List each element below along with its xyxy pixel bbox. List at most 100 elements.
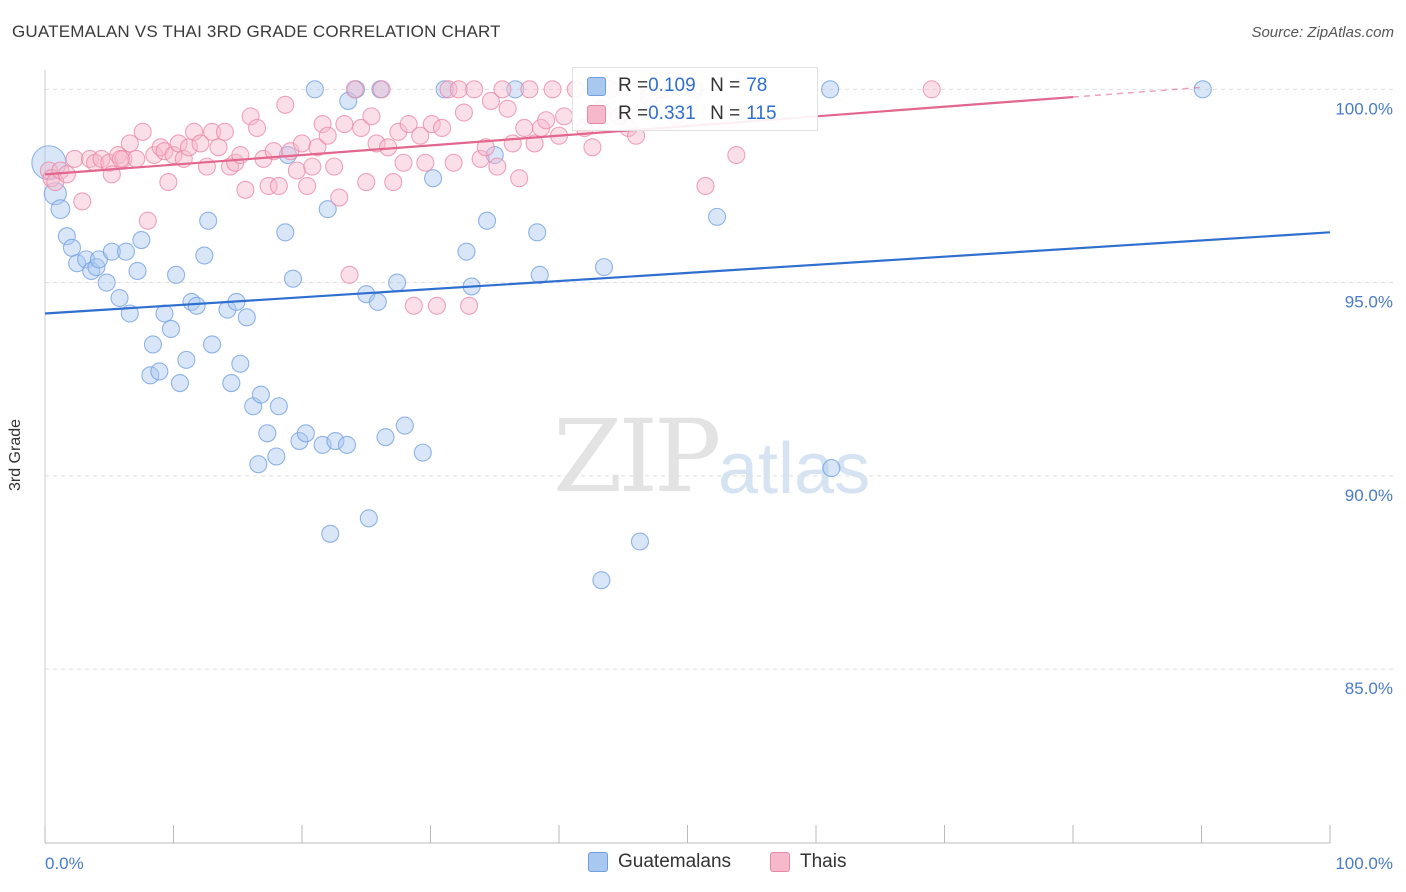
data-point bbox=[340, 265, 359, 284]
data-point bbox=[459, 296, 479, 315]
data-point bbox=[498, 99, 517, 118]
data-point bbox=[170, 374, 189, 393]
data-point bbox=[592, 571, 611, 590]
data-point bbox=[50, 199, 71, 220]
data-point bbox=[97, 273, 116, 292]
y-axis-label: 3rd Grade bbox=[7, 418, 24, 492]
stats-box: R = 0.109 N = 78 R = 0.331 N = 115 bbox=[572, 67, 818, 131]
data-point bbox=[269, 397, 288, 416]
data-point bbox=[321, 524, 340, 543]
chart-title: GUATEMALAN VS THAI 3RD GRADE CORRELATION… bbox=[12, 22, 501, 41]
trend-line bbox=[44, 95, 1074, 176]
data-point bbox=[269, 176, 288, 195]
data-point bbox=[594, 258, 614, 277]
data-point bbox=[199, 211, 218, 230]
legend-item-thais[interactable]: Thais bbox=[770, 851, 846, 873]
n-label: N = bbox=[710, 103, 741, 124]
stats-row-guatemalans: R = 0.109 N = 78 bbox=[573, 72, 767, 100]
data-point bbox=[424, 169, 443, 188]
r-label: R = bbox=[618, 103, 649, 124]
data-point bbox=[388, 273, 407, 292]
data-point bbox=[465, 80, 484, 99]
legend-item-guatemalans[interactable]: Guatemalans bbox=[588, 851, 731, 873]
data-point bbox=[159, 173, 178, 192]
data-point bbox=[411, 126, 430, 145]
watermark-atlas: atlas bbox=[718, 429, 871, 509]
legend: Guatemalans Thais bbox=[0, 851, 1406, 879]
data-point bbox=[488, 157, 507, 176]
series-thais bbox=[39, 80, 941, 315]
data-point bbox=[258, 424, 277, 443]
y-tick-labels: 85.0% 90.0% 95.0% 100.0% bbox=[1335, 99, 1393, 698]
legend-label: Guatemalans bbox=[618, 851, 732, 872]
data-point bbox=[296, 424, 315, 443]
r-value: 0.109 bbox=[648, 75, 696, 96]
legend-swatch-thais bbox=[770, 852, 790, 872]
data-point bbox=[267, 447, 286, 466]
data-point bbox=[416, 153, 435, 172]
data-point bbox=[439, 80, 458, 99]
stats-row-thais: R = 0.331 N = 115 bbox=[573, 100, 777, 128]
data-point bbox=[185, 122, 204, 141]
stats-swatch-guatemalans bbox=[587, 76, 606, 96]
data-point bbox=[167, 265, 186, 284]
data-point bbox=[161, 319, 180, 339]
data-point bbox=[132, 231, 151, 250]
data-point bbox=[287, 161, 306, 180]
data-point bbox=[116, 242, 136, 261]
n-value: 115 bbox=[746, 103, 777, 124]
data-point bbox=[195, 246, 214, 265]
data-point bbox=[422, 115, 441, 134]
data-point bbox=[433, 118, 452, 138]
data-point bbox=[399, 115, 418, 134]
data-point bbox=[822, 459, 841, 478]
data-point bbox=[435, 80, 454, 99]
grid-lines bbox=[45, 88, 1395, 670]
series-guatemalans bbox=[31, 80, 1212, 590]
y-tick-label: 95.0% bbox=[1345, 293, 1393, 312]
n-value: 78 bbox=[746, 75, 768, 96]
data-point bbox=[187, 296, 206, 315]
x-tick-labels: 0.0% 100.0% bbox=[45, 854, 1393, 873]
data-point bbox=[506, 80, 525, 99]
data-point bbox=[128, 261, 147, 281]
data-point bbox=[68, 254, 87, 273]
stats-swatch-thais bbox=[587, 104, 606, 124]
data-point bbox=[325, 157, 344, 176]
data-point bbox=[143, 335, 162, 354]
data-point bbox=[515, 118, 534, 138]
data-point bbox=[821, 80, 840, 99]
data-point bbox=[313, 115, 332, 134]
data-point bbox=[493, 80, 512, 99]
data-point bbox=[367, 134, 386, 153]
n-label: N = bbox=[710, 75, 741, 96]
data-point bbox=[444, 153, 463, 172]
r-value: 0.331 bbox=[648, 103, 696, 124]
data-point bbox=[368, 292, 387, 311]
source-label: Source: ZipAtlas.com bbox=[1251, 24, 1394, 41]
data-point bbox=[231, 354, 250, 373]
data-point bbox=[389, 122, 408, 141]
data-point bbox=[457, 242, 476, 261]
data-point bbox=[481, 91, 500, 110]
data-point bbox=[65, 149, 84, 168]
data-point bbox=[362, 107, 381, 126]
data-point bbox=[215, 122, 234, 141]
data-point bbox=[247, 118, 267, 138]
data-point bbox=[150, 362, 169, 381]
data-point bbox=[303, 157, 322, 176]
r-label: R = bbox=[618, 75, 649, 96]
data-point bbox=[520, 80, 539, 99]
y-tick-label: 90.0% bbox=[1345, 486, 1393, 505]
data-point bbox=[337, 435, 357, 454]
data-point bbox=[471, 149, 490, 168]
data-point bbox=[111, 149, 130, 168]
data-point bbox=[555, 107, 574, 126]
data-point bbox=[120, 134, 139, 153]
data-point bbox=[127, 149, 146, 168]
data-point bbox=[476, 138, 495, 157]
data-point bbox=[141, 366, 160, 385]
data-point bbox=[404, 296, 423, 315]
data-point bbox=[237, 308, 256, 327]
